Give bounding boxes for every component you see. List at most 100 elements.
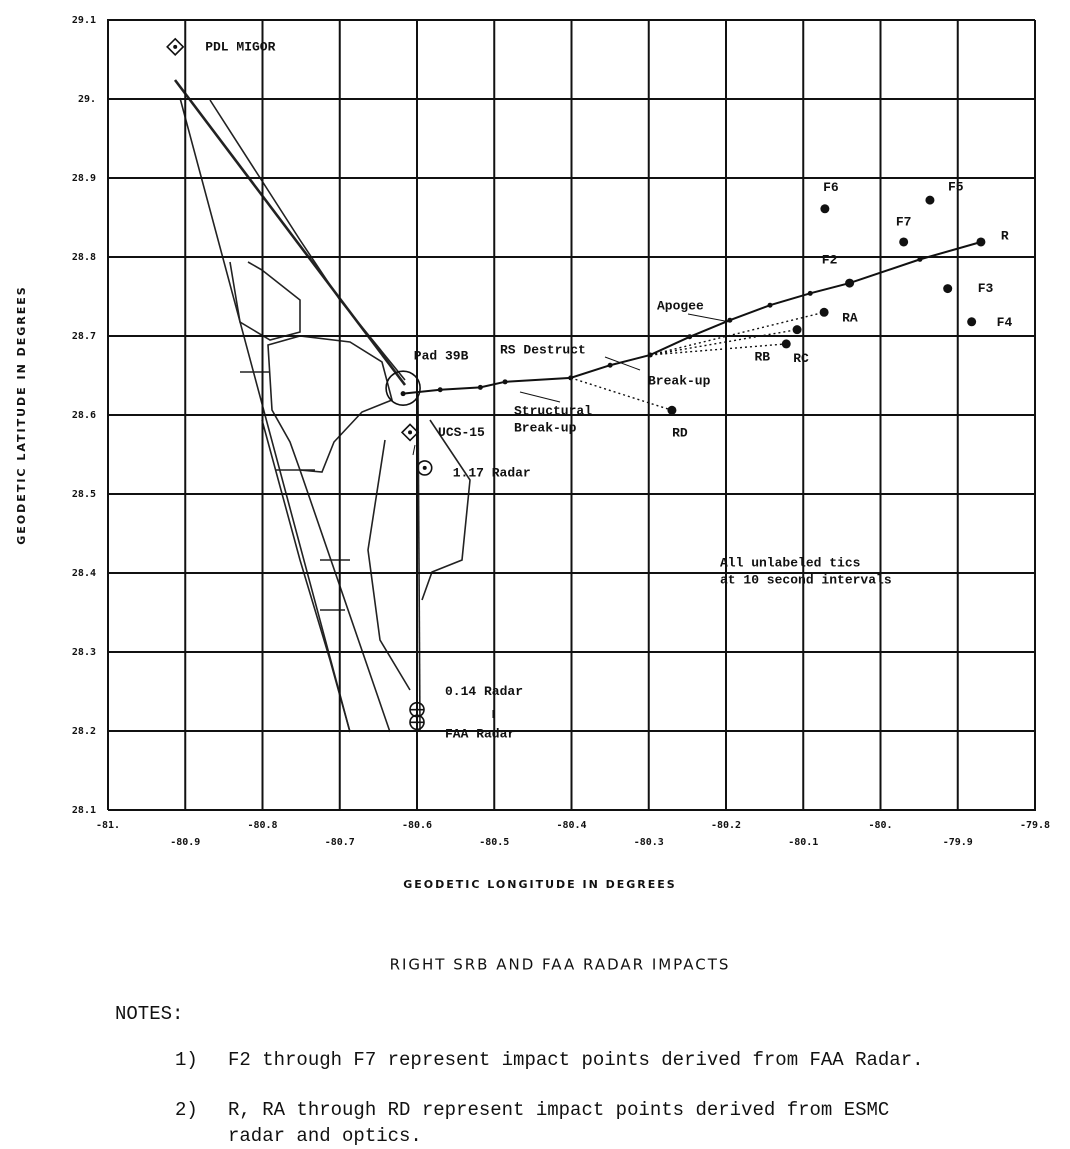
site-label: FAA Radar — [445, 727, 515, 742]
x-tick-label: -80.9 — [170, 837, 200, 848]
site-label: PDL MIGOR — [205, 39, 275, 54]
trajectory-tic — [477, 384, 483, 390]
y-tick-label: 28.8 — [72, 252, 96, 263]
impact-point — [976, 237, 986, 247]
impact-point — [899, 237, 909, 247]
impact-label: RC — [793, 351, 809, 366]
impact-point — [967, 317, 977, 327]
trajectory-tic — [607, 362, 613, 368]
y-tick-label: 28.2 — [72, 726, 96, 737]
site-label: 1.17 Radar — [453, 465, 531, 480]
trajectory-tic — [687, 334, 693, 340]
site-diamond — [400, 423, 420, 442]
impact-point — [781, 339, 791, 349]
leaders — [412, 313, 731, 718]
y-tick-label: 28.5 — [72, 489, 96, 500]
x-tick-label: -80. — [868, 820, 892, 831]
site-cross — [410, 702, 424, 717]
annotation: Apogee — [657, 298, 704, 313]
coast-line — [173, 79, 407, 386]
impact-label: R — [1001, 228, 1009, 243]
y-tick-label: 28.1 — [72, 805, 96, 816]
x-tick-label: -79.9 — [943, 837, 973, 848]
annotation: All unlabeled tics — [720, 555, 861, 570]
impact-point — [667, 405, 677, 415]
impact-point — [845, 278, 855, 288]
impact-label: F3 — [978, 281, 994, 296]
annotation: at 10 second intervals — [720, 572, 892, 587]
site-label: 0.14 Radar — [445, 684, 523, 699]
impact-point — [943, 284, 953, 294]
impact-point — [819, 307, 829, 317]
note-number: 2) — [175, 1099, 198, 1121]
annotation: Break-up — [648, 373, 711, 388]
x-tick-label: -80.3 — [634, 837, 664, 848]
notes-heading: NOTES: — [115, 1003, 183, 1025]
y-tick-label: 29.1 — [72, 15, 96, 26]
y-tick-label: 28.6 — [72, 410, 96, 421]
note-number: 1) — [175, 1049, 198, 1071]
x-tick-label: -80.1 — [788, 837, 818, 848]
coast-line — [299, 469, 391, 733]
x-tick-label: -80.2 — [711, 820, 741, 831]
trajectory-tic — [767, 302, 773, 308]
impact-label: F4 — [997, 315, 1013, 330]
site-dot — [408, 430, 413, 435]
annotation: Structural — [514, 403, 592, 418]
site-ring — [385, 370, 421, 406]
site-dot — [422, 465, 427, 470]
impact-label: F2 — [822, 253, 838, 268]
leader-line — [687, 313, 731, 323]
leader-line — [519, 391, 561, 403]
impact-point — [820, 204, 830, 214]
y-tick-label: 28.3 — [72, 647, 96, 658]
annotation: RS Destruct — [500, 342, 586, 357]
site-dot — [173, 44, 178, 49]
impact-label: RB — [754, 349, 770, 364]
site-label: Pad 39B — [414, 349, 469, 364]
x-tick-label: -80.7 — [325, 837, 355, 848]
chart-title: RIGHT SRB AND FAA RADAR IMPACTS — [390, 956, 731, 974]
site-marker — [400, 423, 420, 442]
site-ring — [416, 460, 433, 476]
site-marker — [166, 37, 185, 56]
site-diamond — [166, 37, 185, 56]
site-label: UCS-15 — [438, 425, 485, 440]
trajectory-line — [402, 241, 982, 395]
site-cross — [410, 715, 424, 730]
y-tick-label: 28.9 — [72, 173, 96, 184]
x-axis-label: GEODETIC LONGITUDE IN DEGREES — [403, 878, 676, 891]
trajectory-tic — [400, 391, 406, 397]
impact-label: F5 — [948, 180, 964, 195]
impact-label: F7 — [896, 214, 912, 229]
x-tick-label: -80.5 — [479, 837, 509, 848]
x-tick-label: -80.6 — [402, 820, 432, 831]
x-tick-label: -81. — [96, 820, 120, 831]
coast-line — [209, 99, 406, 381]
x-tick-label: -80.4 — [556, 820, 586, 831]
impact-point — [925, 195, 935, 205]
note-text: radar and optics. — [228, 1125, 422, 1147]
trajectory-tic — [568, 375, 574, 381]
impact-label: F6 — [823, 180, 839, 195]
coast-line — [417, 394, 421, 733]
y-axis-label: GEODETIC LATITUDE IN DEGREES — [15, 285, 28, 544]
trajectory-tic — [727, 317, 733, 323]
annotation: Break-up — [514, 420, 577, 435]
site-marker — [409, 714, 425, 731]
x-tick-label: -80.8 — [247, 820, 277, 831]
site-marker — [416, 460, 433, 476]
y-tick-label: 29. — [78, 94, 96, 105]
coast-line — [240, 371, 350, 611]
site-marker — [385, 370, 421, 406]
y-tick-label: 28.4 — [72, 568, 96, 579]
impact-label: RD — [672, 426, 688, 441]
impact-point — [792, 325, 802, 335]
x-tick-label: -79.8 — [1020, 820, 1050, 831]
leader-line — [412, 444, 416, 456]
coast-line — [421, 419, 471, 601]
trajectory-tic — [502, 379, 508, 385]
trajectory-tic — [807, 290, 813, 296]
